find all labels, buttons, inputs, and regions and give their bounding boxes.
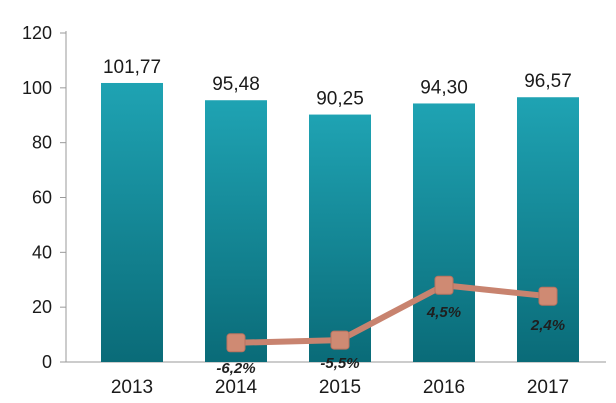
bar-value-label: 90,25 [316,89,364,110]
x-tick-label: 2014 [215,377,258,398]
bar [517,97,579,363]
bar [309,114,371,363]
bar-value-label: 94,30 [420,77,468,98]
growth-marker [330,330,350,350]
y-tick-label: 80 [32,133,52,153]
growth-marker [434,275,454,295]
bar [205,100,267,362]
bar [101,82,163,362]
growth-value-label: -5,5% [320,355,359,372]
y-tick-label: 120 [22,23,52,43]
growth-line-series [226,275,558,353]
y-axis: 0 20 40 60 80 100 120 [22,23,67,372]
bar-value-labels: 101,77 95,48 90,25 94,30 96,57 [103,57,572,110]
x-axis-labels: 2013 2014 2015 2016 2017 [111,377,569,398]
y-tick-label: 40 [32,242,52,262]
growth-value-label: 2,4% [530,317,565,334]
growth-line [235,282,549,346]
growth-marker [226,333,246,353]
x-tick-label: 2017 [527,377,569,398]
y-tick-label: 100 [22,78,52,98]
growth-value-label: 4,5% [426,304,461,321]
bar [413,103,475,363]
bar-series [101,82,579,363]
y-tick-label: 0 [42,352,52,372]
bar-value-label: 95,48 [212,74,260,95]
growth-value-label: -6,2% [216,360,255,377]
bar-value-label: 96,57 [524,71,572,92]
growth-marker [538,286,558,306]
bar-value-label: 101,77 [103,57,161,78]
x-tick-label: 2015 [319,377,361,398]
y-tick-label: 60 [32,188,52,208]
y-tick-label: 20 [32,297,52,317]
x-tick-label: 2016 [423,377,465,398]
x-tick-label: 2013 [111,377,153,398]
growth-value-labels: -6,2% -5,5% 4,5% 2,4% [216,304,565,377]
